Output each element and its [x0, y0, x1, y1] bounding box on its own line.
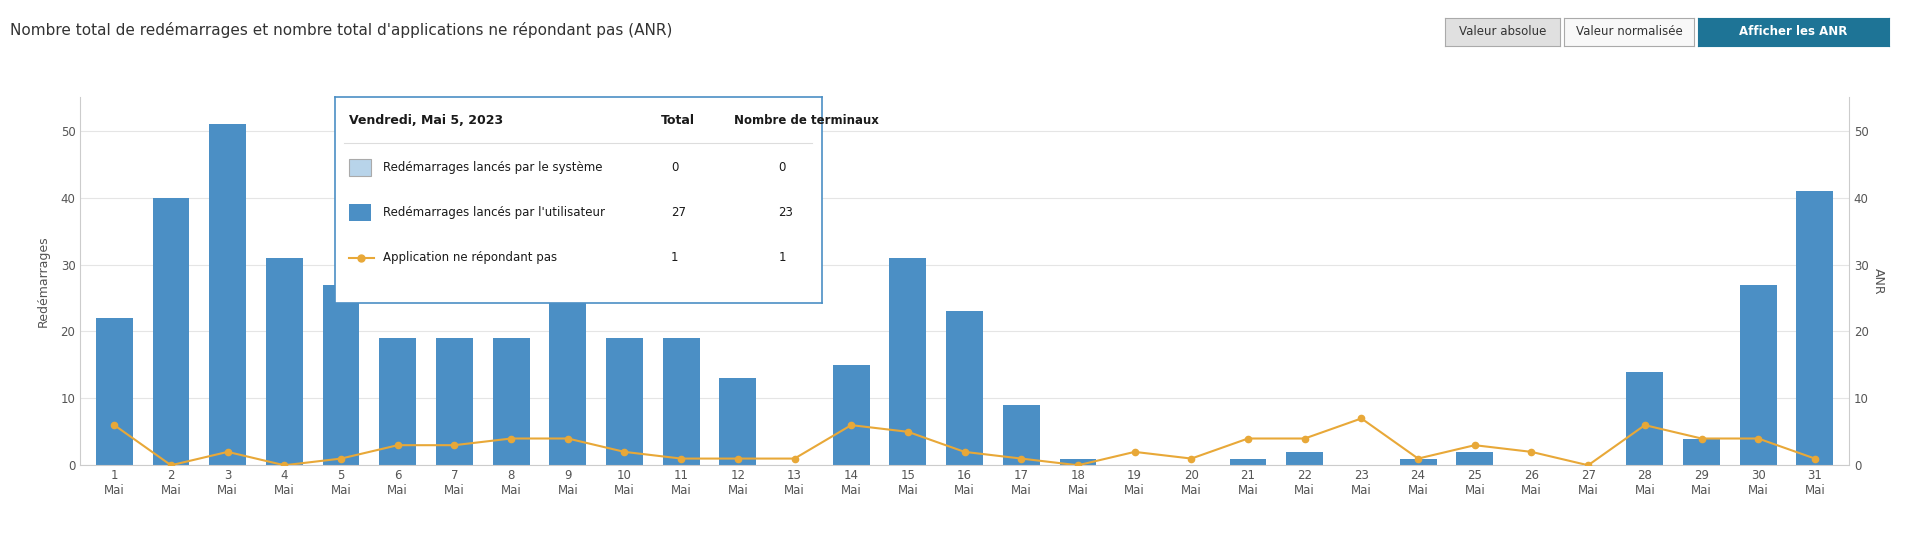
Bar: [663, 338, 700, 465]
Application ne répondant pas: [1067, 462, 1090, 469]
FancyBboxPatch shape: [350, 204, 371, 221]
Application ne répondant pas: [103, 422, 126, 428]
Application ne répondant pas: [669, 456, 692, 462]
Text: Total: Total: [662, 114, 696, 127]
Bar: [323, 285, 359, 465]
Application ne répondant pas: [1407, 456, 1430, 462]
Text: Redémarrages lancés par l'utilisateur: Redémarrages lancés par l'utilisateur: [382, 206, 606, 219]
Application ne répondant pas: [1690, 436, 1713, 442]
Bar: [889, 258, 925, 465]
Application ne répondant pas: [329, 456, 352, 462]
Application ne répondant pas: [273, 462, 296, 469]
Application ne répondant pas: [159, 462, 182, 469]
Text: Afficher les ANR: Afficher les ANR: [1740, 25, 1847, 38]
Bar: [1287, 452, 1323, 465]
Text: Nombre de terminaux: Nombre de terminaux: [734, 114, 880, 127]
Application ne répondant pas: [614, 448, 637, 455]
Bar: [719, 378, 757, 465]
Application ne répondant pas: [1010, 456, 1032, 462]
Bar: [1004, 405, 1040, 465]
Bar: [493, 338, 530, 465]
Bar: [266, 258, 302, 465]
Bar: [208, 124, 247, 465]
Bar: [606, 338, 642, 465]
Text: 0: 0: [778, 161, 786, 174]
Bar: [1400, 459, 1436, 465]
Bar: [436, 338, 472, 465]
Bar: [1627, 372, 1663, 465]
Text: Nombre total de redémarrages et nombre total d'applications ne répondant pas (AN: Nombre total de redémarrages et nombre t…: [10, 22, 671, 38]
Application ne répondant pas: [1293, 436, 1315, 442]
Text: 27: 27: [671, 206, 686, 219]
Bar: [834, 365, 870, 465]
Application ne répondant pas: [1180, 456, 1203, 462]
Bar: [96, 318, 132, 465]
Text: Vendredi, Mai 5, 2023: Vendredi, Mai 5, 2023: [350, 114, 503, 127]
Application ne répondant pas: [556, 436, 579, 442]
Text: 1: 1: [671, 251, 679, 264]
FancyBboxPatch shape: [350, 159, 371, 175]
Bar: [1683, 439, 1721, 465]
Application ne répondant pas: [727, 456, 750, 462]
Line: Application ne répondant pas: Application ne répondant pas: [111, 415, 1818, 469]
Y-axis label: ANR: ANR: [1872, 268, 1885, 295]
Bar: [549, 184, 587, 465]
Application ne répondant pas: [1803, 456, 1826, 462]
Application ne répondant pas: [1748, 436, 1771, 442]
Bar: [1797, 191, 1834, 465]
Application ne répondant pas: [897, 428, 920, 435]
Text: Valeur normalisée: Valeur normalisée: [1575, 25, 1683, 38]
Bar: [1059, 459, 1096, 465]
Application ne répondant pas: [784, 456, 807, 462]
Text: Redémarrages lancés par le système: Redémarrages lancés par le système: [382, 161, 602, 174]
Bar: [153, 197, 189, 465]
Bar: [946, 312, 983, 465]
Application ne répondant pas: [1122, 448, 1145, 455]
Application ne répondant pas: [386, 442, 409, 448]
Application ne répondant pas: [1237, 436, 1260, 442]
Text: Application ne répondant pas: Application ne répondant pas: [382, 251, 558, 264]
Application ne répondant pas: [1633, 422, 1656, 428]
Text: 23: 23: [778, 206, 793, 219]
Text: 0: 0: [671, 161, 679, 174]
Application ne répondant pas: [1463, 442, 1486, 448]
Application ne répondant pas: [216, 448, 239, 455]
Y-axis label: Redémarrages: Redémarrages: [36, 235, 50, 327]
Application ne répondant pas: [839, 422, 862, 428]
Application ne répondant pas: [952, 448, 975, 455]
Bar: [379, 338, 417, 465]
Bar: [1229, 459, 1266, 465]
Application ne répondant pas: [499, 436, 522, 442]
Text: 1: 1: [778, 251, 786, 264]
Application ne répondant pas: [1577, 462, 1600, 469]
Application ne répondant pas: [444, 442, 467, 448]
Bar: [1740, 285, 1776, 465]
Bar: [1457, 452, 1493, 465]
Application ne répondant pas: [1520, 448, 1543, 455]
Application ne répondant pas: [1350, 415, 1373, 421]
Text: Valeur absolue: Valeur absolue: [1459, 25, 1547, 38]
